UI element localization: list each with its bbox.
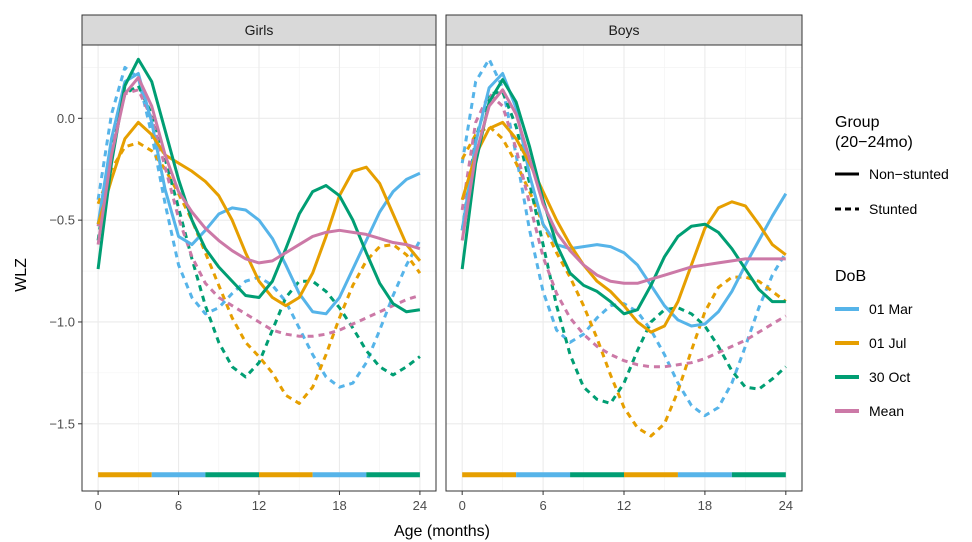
series-line-boys-30-oct-nonstunted [460,78,786,316]
x-tick-label: 6 [539,498,546,513]
legend-label: Mean [869,403,904,419]
x-tick-label: 0 [94,498,101,513]
y-tick-label: 0.0 [57,111,75,126]
series-line-girls-01-jul-nonstunted [96,120,422,308]
series-line-girls-30-oct-nonstunted [96,57,421,314]
axes: 0 6 12 18 24 0.0 −0.5 −1.0 −1.5 0 6 12 18 24 [49,111,793,513]
series-line-girls-01-mar-nonstunted [96,72,421,316]
x-tick-label: 18 [332,498,346,513]
x-tick-label: 6 [175,498,182,513]
series-line-boys-mean-nonstunted [460,88,786,285]
facet-strip-girls [81,14,437,46]
legend-dob-title: DoB [835,268,866,285]
series-line-girls-30-oct-stunted [96,84,421,379]
series-line-girls-01-jul-stunted [96,141,422,405]
x-tick-label: 18 [698,498,712,513]
legend-group-title: Group [835,114,880,131]
series-line-boys-01-jul-nonstunted [460,120,787,334]
facet-title-girls: Girls [245,22,274,38]
legend-label: Stunted [869,201,917,217]
y-tick-label: −1.0 [49,314,75,329]
series-line-girls-mean-nonstunted [96,76,421,265]
legend-group-subtitle: (20−24mo) [835,134,913,151]
x-axis-title: Age (months) [394,523,490,540]
facet-strip-boys [445,14,803,46]
x-tick-label: 24 [413,498,427,513]
y-tick-label: −1.5 [49,416,75,431]
y-axis-title: WLZ [13,258,30,292]
y-tick-label: −0.5 [49,213,75,228]
legend-label: Non−stunted [869,166,949,182]
facet-title-boys: Boys [608,22,639,38]
series-lines [96,57,788,478]
series-line-boys-01-jul-stunted [460,124,787,438]
x-tick-label: 12 [617,498,631,513]
x-tick-label: 12 [252,498,266,513]
legend-label: 01 Jul [869,335,906,351]
series-line-boys-01-mar-nonstunted [460,72,788,328]
x-tick-label: 0 [459,498,466,513]
series-line-boys-mean-stunted [460,92,787,369]
legend-label: 01 Mar [869,301,913,317]
series-line-boys-30-oct-stunted [460,90,787,405]
x-tick-label: 24 [779,498,793,513]
legend-label: 30 Oct [869,369,910,385]
